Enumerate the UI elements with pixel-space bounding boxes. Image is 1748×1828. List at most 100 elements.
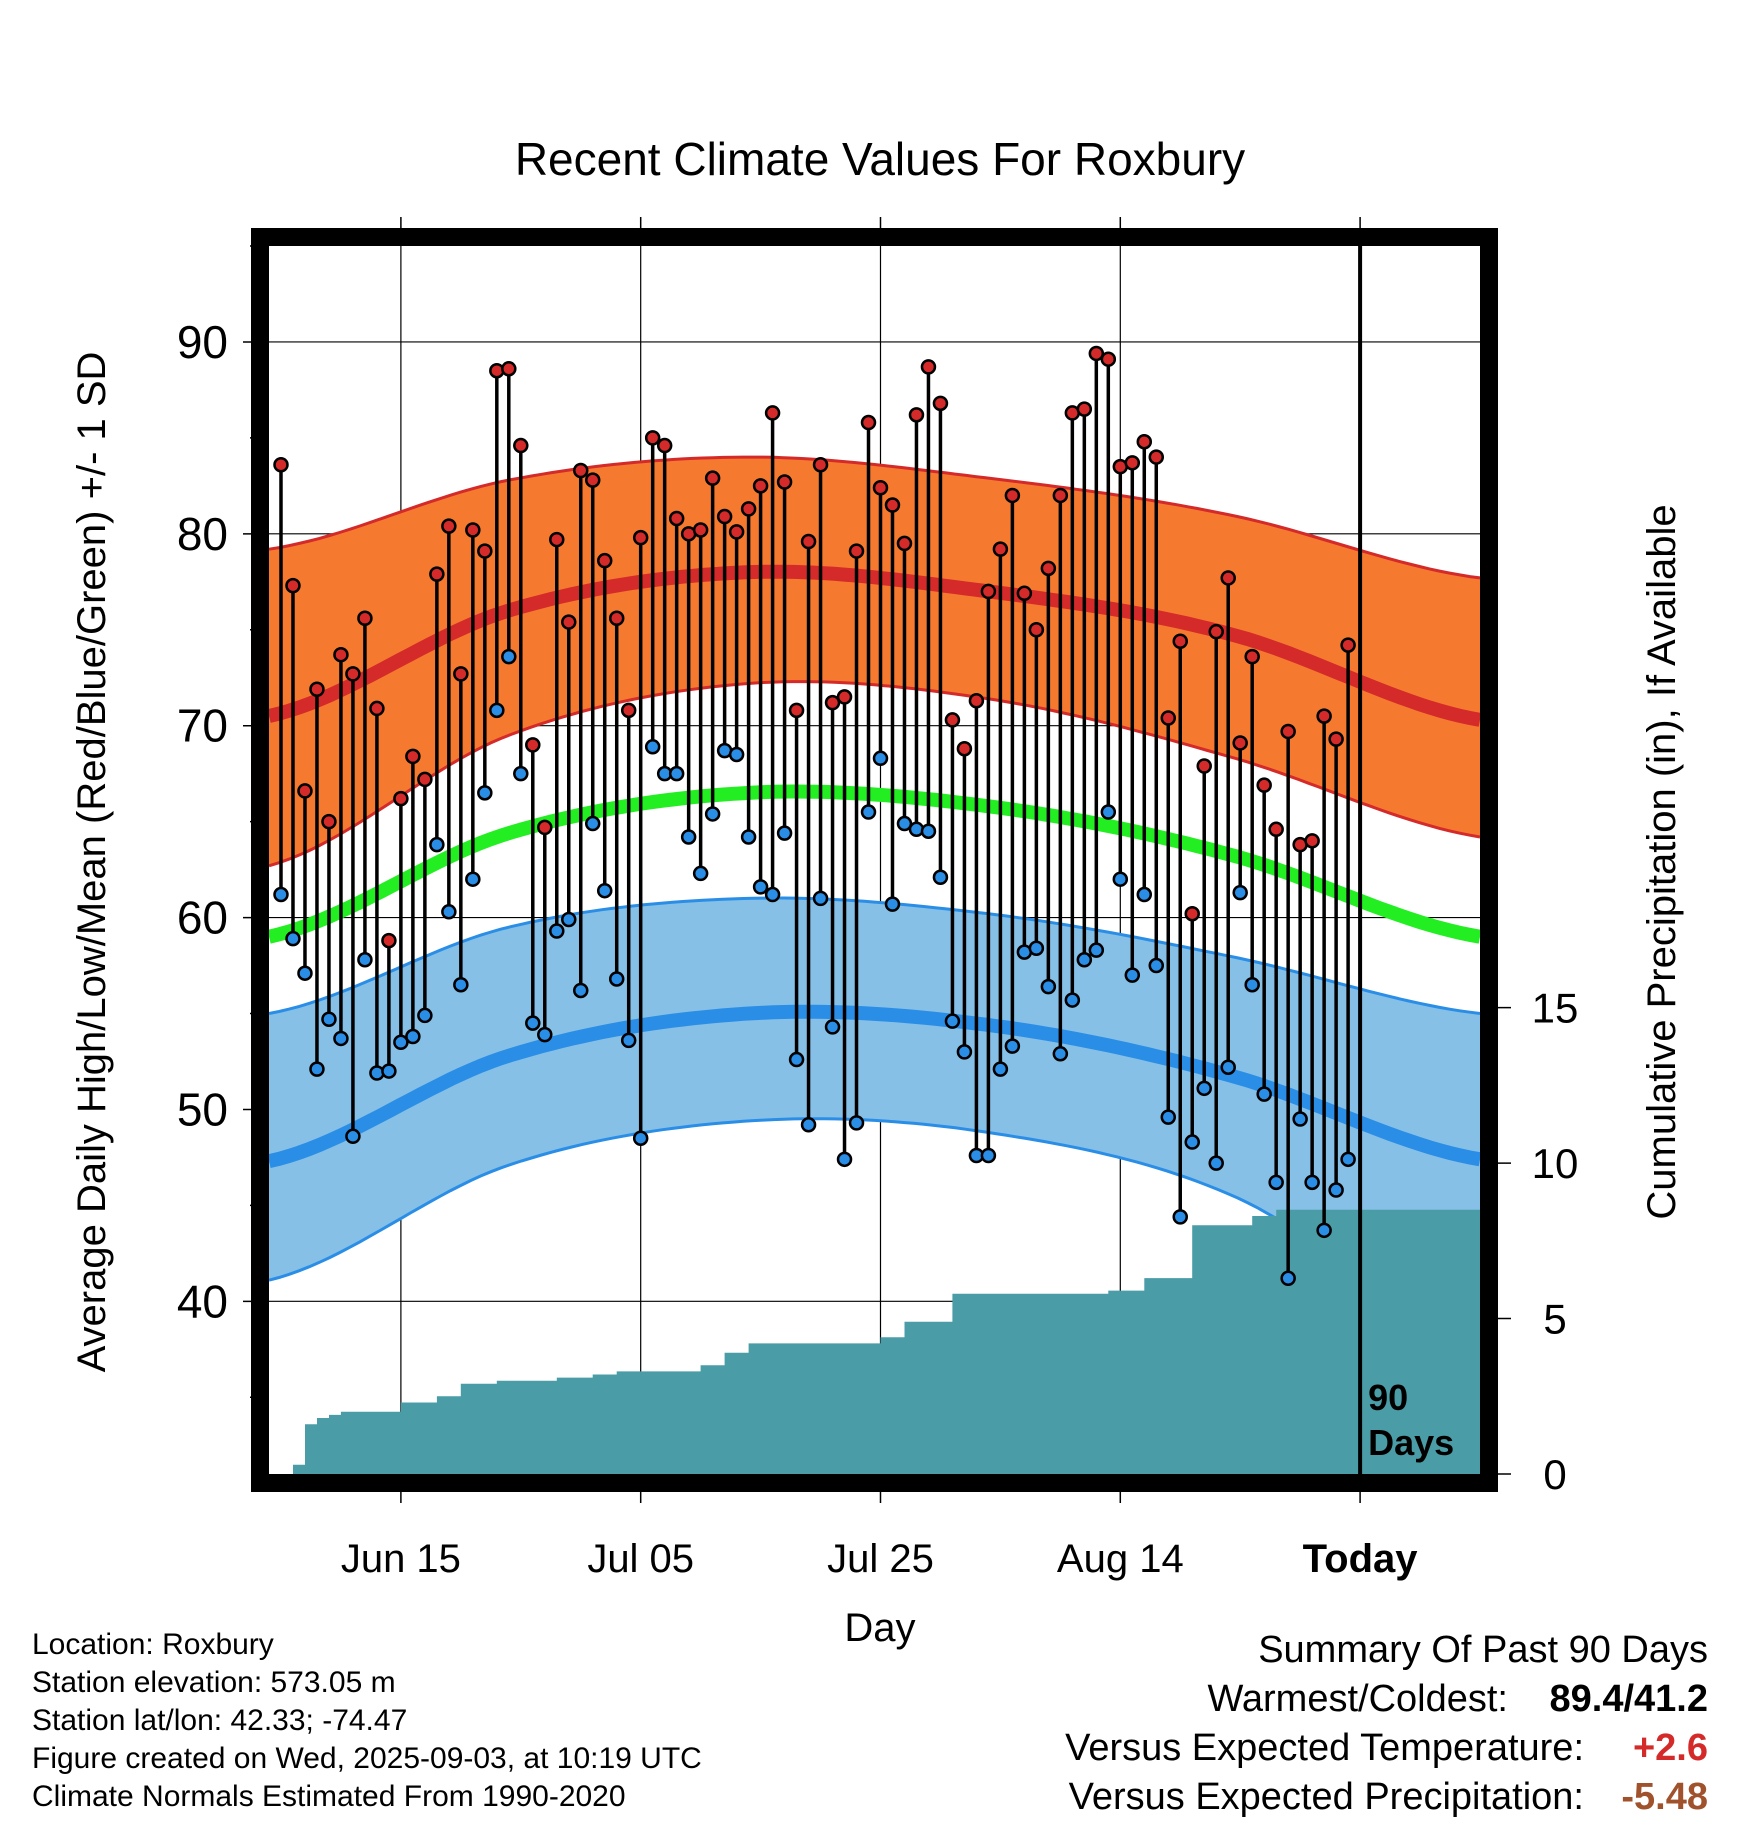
daily-low-point [752,879,769,895]
daily-low-point [1148,957,1165,974]
daily-low-point [944,1013,961,1029]
daily-high-point [776,474,793,490]
daily-low-point [608,971,625,987]
daily-high-point [549,531,565,548]
daily-low-point [1220,1059,1236,1075]
daily-high-point [1124,455,1141,471]
precip-anomaly-label: Versus Expected Precipitation: [1068,1776,1584,1818]
daily-low-point [1076,952,1093,968]
daily-low-point [429,836,445,853]
daily-low-point [1184,1134,1200,1150]
daily-high-point [656,437,673,454]
daily-high-point [1184,905,1200,922]
daily-low-point [920,823,937,839]
daily-high-point [321,813,337,830]
axes: 40 50 60 70 80 90 0 5 10 15 Jun 15 Jul 05 Jul 25 Aug … [177,217,1578,1581]
daily-low-point [1280,1270,1296,1287]
daily-low-point [1136,886,1153,903]
daily-low-point [333,1030,349,1047]
normal-bands [267,455,1482,1342]
y-tick-label: 80 [177,508,228,560]
x-axis-title: Day [844,1606,915,1650]
y2-axis-title: Cumulative Precipitation (in), If Availa… [1640,504,1684,1219]
daily-low-point [1004,1038,1021,1054]
daily-high-point [788,702,805,719]
daily-low-point [501,648,517,665]
daily-high-point [1304,833,1320,849]
temp-anomaly-value: +2.6 [1632,1727,1708,1769]
high-sd-band-lower-edge [268,680,1481,868]
latlon-text: Station lat/lon: 42.33; -74.47 [32,1704,408,1737]
daily-low-point [561,911,577,928]
daily-high-point [668,510,685,527]
daily-low-point [632,1130,649,1146]
daily-high-point [740,501,757,517]
daily-low-point [596,882,613,899]
today-label-days: Days [1368,1422,1454,1463]
daily-high-point [872,480,889,496]
daily-high-point [1004,487,1021,504]
daily-low-point [513,765,529,782]
daily-low-point [525,1015,541,1031]
daily-low-point [788,1051,805,1068]
daily-high-point [417,771,433,788]
daily-low-point [1268,1174,1284,1191]
daily-low-point [896,815,913,832]
daily-high-point [824,694,841,711]
daily-high-point [752,478,769,494]
daily-low-point [812,890,829,907]
daily-low-point [776,825,793,841]
daily-high-point [297,783,313,799]
daily-high-point [860,414,877,431]
daily-low-point [980,1147,997,1164]
normal-mean-line [267,784,1482,944]
y-tick-label: 50 [177,1083,228,1135]
elevation-text: Station elevation: 573.05 m [32,1666,396,1699]
daily-low-point [1160,1109,1177,1125]
normal-high-line [267,564,1482,727]
warmest-coldest-value: 89.4/41.2 [1549,1678,1708,1720]
daily-high-point [572,462,589,479]
daily-high-point [1040,560,1057,577]
warmest-coldest-label: Warmest/Coldest: [1207,1678,1508,1720]
daily-low-point [572,982,589,999]
daily-high-point [333,646,349,663]
chart-title: Recent Climate Values For Roxbury [515,133,1245,185]
daily-low-point [477,785,493,801]
daily-low-point [1292,1111,1308,1127]
daily-low-point [992,1061,1009,1077]
daily-high-point [273,456,289,473]
daily-low-point [1244,976,1260,993]
high-sd-band [269,457,1480,866]
daily-low-point [1256,1086,1272,1102]
daily-high-point [620,702,637,719]
daily-high-point [1196,758,1212,774]
daily-high-point [980,583,997,600]
daily-low-point [680,829,697,845]
daily-high-point [369,700,385,717]
daily-high-point [393,790,409,807]
daily-high-point [1136,433,1153,450]
daily-low-point [692,865,709,882]
daily-high-point [608,610,625,626]
daily-high-point [968,692,985,709]
daily-low-point [1100,804,1117,820]
daily-high-point [908,407,925,423]
daily-high-point [1220,570,1236,586]
daily-low-point [1328,1182,1344,1198]
daily-high-point [848,543,865,559]
daily-low-point [297,965,313,981]
daily-low-point [285,930,301,947]
daily-low-point [321,1011,337,1028]
daily-high-point [884,497,901,513]
plot-border [251,228,1498,1492]
daily-low-point [644,739,661,755]
daily-low-point [932,869,949,886]
daily-high-point [956,740,973,757]
daily-high-point [561,614,577,630]
daily-high-point [381,932,397,949]
daily-high-point [1088,345,1105,362]
x-tick-label: Jul 05 [587,1537,694,1581]
daily-low-point [848,1115,865,1131]
